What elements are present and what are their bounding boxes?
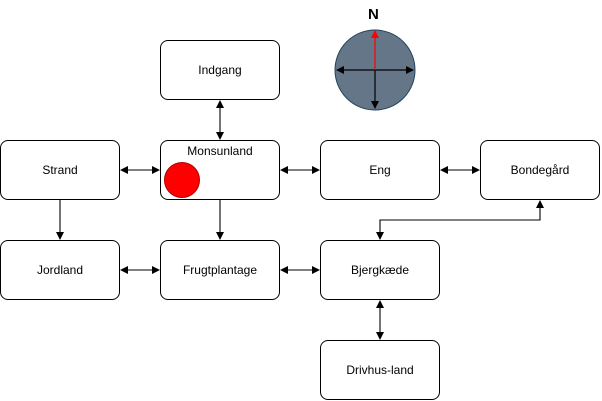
node-frugtplantage[interactable]: Frugtplantage bbox=[160, 240, 280, 300]
position-marker-dot bbox=[164, 162, 200, 198]
node-label: Bondegård bbox=[510, 163, 570, 177]
node-label: Drivhus-land bbox=[346, 363, 414, 377]
compass bbox=[334, 29, 416, 111]
node-label: Indgang bbox=[198, 63, 242, 77]
node-indgang[interactable]: Indgang bbox=[160, 40, 280, 100]
node-jordland[interactable]: Jordland bbox=[0, 240, 120, 300]
node-label: Strand bbox=[42, 163, 78, 177]
node-label: Frugtplantage bbox=[182, 263, 258, 277]
compass-north-arrowhead bbox=[371, 30, 379, 38]
compass-north-label: N bbox=[368, 6, 379, 23]
node-label: Monsunland bbox=[187, 144, 253, 158]
node-bondegaard[interactable]: Bondegård bbox=[480, 140, 600, 200]
node-strand[interactable]: Strand bbox=[0, 140, 120, 200]
node-label: Eng bbox=[369, 163, 391, 177]
edge-bondegaard-bjergkaede bbox=[376, 200, 544, 240]
node-drivhusland[interactable]: Drivhus-land bbox=[320, 340, 440, 400]
node-label: Jordland bbox=[36, 263, 84, 277]
node-bjergkaede[interactable]: Bjergkæde bbox=[320, 240, 440, 300]
node-label: Bjergkæde bbox=[350, 263, 410, 277]
node-eng[interactable]: Eng bbox=[320, 140, 440, 200]
